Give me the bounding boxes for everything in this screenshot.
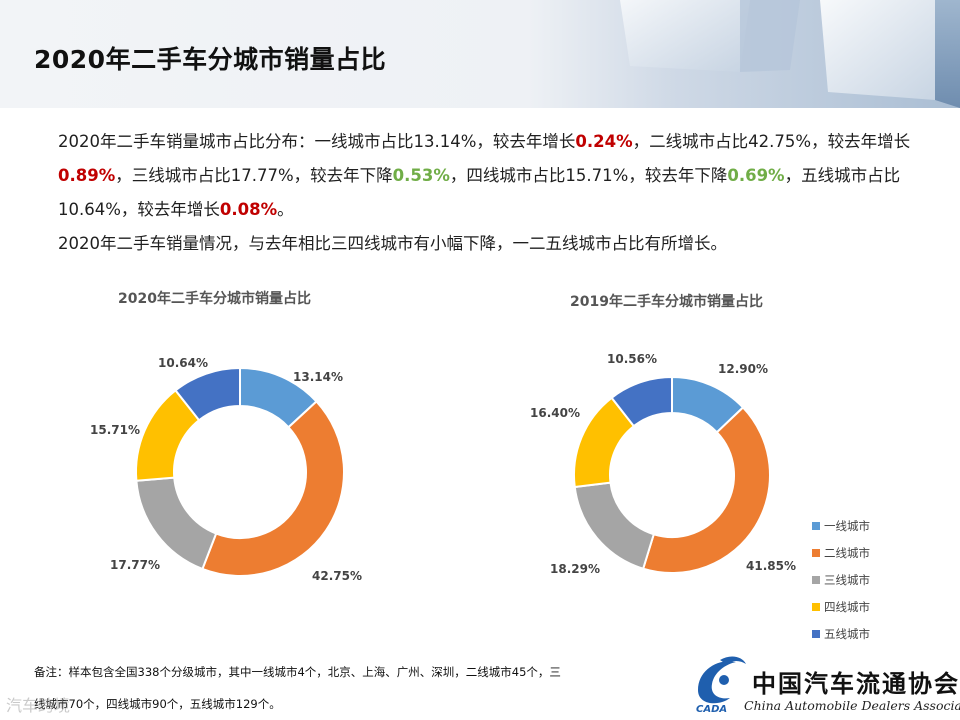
watermark: 汽车跨境	[6, 696, 71, 715]
summary-text: ，四线城市占比15.71%，较去年下降	[449, 166, 728, 185]
logo-name-en: China Automobile Dealers Association	[744, 698, 960, 713]
legend-swatch	[812, 548, 820, 557]
data-label: 15.71%	[90, 423, 140, 437]
summary-line-2: 2020年二手车销量情况，与去年相比三四线城市有小幅下降，一二五线城市占比有所增…	[58, 234, 727, 253]
data-label: 41.85%	[746, 559, 796, 573]
change-value: 0.08%	[219, 200, 278, 219]
page-title: 2020年二手车分城市销量占比	[34, 45, 387, 74]
legend-item: 二线城市	[812, 539, 870, 566]
change-value: 0.69%	[727, 166, 785, 185]
footnote: 备注：样本包含全国338个分级城市，其中一线城市4个，北京、上海、广州、深圳，二…	[34, 656, 644, 720]
legend-swatch	[812, 575, 820, 584]
legend-item: 五线城市	[812, 620, 870, 647]
chart-title-2019: 2019年二手车分城市销量占比	[570, 294, 763, 310]
change-value: 0.89%	[58, 166, 116, 185]
footnote-line: 线城市70个，四线城市90个，五线城市129个。	[34, 697, 281, 711]
legend-label: 三线城市	[824, 572, 870, 587]
logo-name-cn: 中国汽车流通协会	[752, 669, 960, 698]
summary-text: 2020年二手车销量城市占比分布：一线城市占比13.14%，较去年增长	[58, 132, 576, 151]
donut-slice	[201, 400, 345, 577]
data-label: 18.29%	[550, 562, 600, 576]
data-label: 13.14%	[293, 370, 343, 384]
summary-text: ，二线城市占比42.75%，较去年增长	[632, 132, 911, 151]
donut-slice	[174, 366, 241, 422]
header-banner	[0, 0, 960, 108]
summary-text: 。	[277, 200, 294, 219]
legend-label: 五线城市	[824, 626, 870, 641]
legend-swatch	[812, 521, 820, 530]
data-label: 16.40%	[530, 406, 580, 420]
donut-slice	[135, 476, 218, 571]
data-label: 12.90%	[718, 362, 768, 376]
legend-swatch	[812, 629, 820, 638]
legend-item: 四线城市	[812, 593, 870, 620]
donut-chart-2019: 12.90% 41.85% 18.29% 16.40% 10.56%	[530, 352, 796, 576]
data-label: 42.75%	[312, 569, 362, 583]
legend-label: 一线城市	[824, 518, 870, 533]
change-value: 0.53%	[392, 166, 450, 185]
summary-paragraph: 2020年二手车销量城市占比分布：一线城市占比13.14%，较去年增长0.24%…	[58, 125, 938, 261]
summary-text: ，三线城市占比17.77%，较去年下降	[115, 166, 393, 185]
svg-text:CADA: CADA	[696, 704, 727, 714]
summary-text: ，五线城市占比10.64%，较去年增长	[58, 166, 901, 219]
data-label: 10.56%	[607, 352, 657, 366]
data-label: 17.77%	[110, 558, 160, 572]
legend-swatch	[812, 602, 820, 611]
donut-slice	[610, 375, 673, 428]
change-value: 0.24%	[575, 132, 633, 151]
cada-logo-mark: CADA	[696, 656, 746, 714]
header-cubes-art	[620, 0, 960, 108]
donut-slice	[641, 406, 771, 574]
cada-logo: CADA 中国汽车流通协会 China Automobile Dealers A…	[690, 650, 960, 714]
donut-slice	[573, 481, 656, 570]
footnote-line: 备注：样本包含全国338个分级城市，其中一线城市4个，北京、上海、广州、深圳，二…	[34, 665, 561, 679]
summary-line-1: 2020年二手车销量城市占比分布：一线城市占比13.14%，较去年增长0.24%…	[58, 125, 938, 227]
legend-item: 三线城市	[812, 566, 870, 593]
donut-chart-2020: 13.14% 42.75% 17.77% 15.71% 10.64%	[90, 356, 362, 583]
chart-legend: 一线城市 二线城市 三线城市 四线城市 五线城市	[812, 512, 870, 647]
legend-item: 一线城市	[812, 512, 870, 539]
legend-label: 四线城市	[824, 599, 870, 614]
legend-label: 二线城市	[824, 545, 870, 560]
data-label: 10.64%	[158, 356, 208, 370]
chart-title-2020: 2020年二手车分城市销量占比	[118, 291, 311, 307]
